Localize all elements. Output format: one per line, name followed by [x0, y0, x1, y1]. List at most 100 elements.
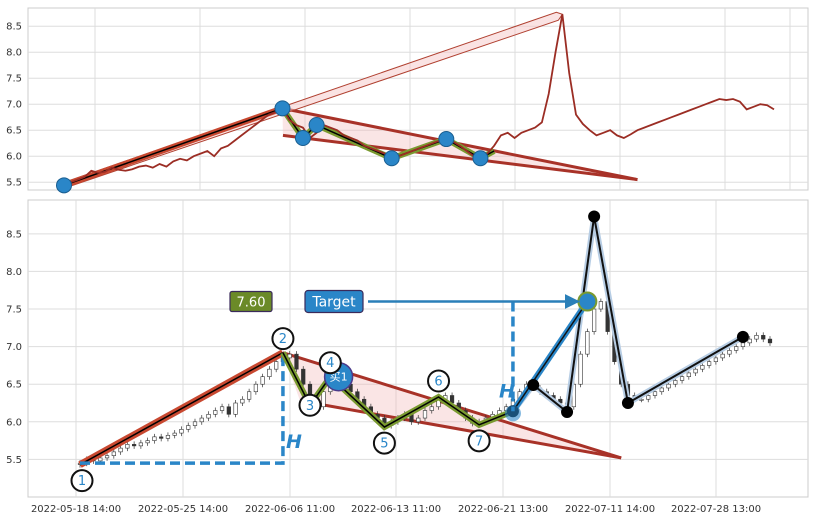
top-pattern-marker	[383, 150, 400, 167]
candle	[321, 391, 326, 408]
top-y-tick-label: 8.5	[6, 22, 22, 33]
candle	[247, 391, 252, 400]
top-y-tick-label: 8.0	[6, 48, 22, 59]
candle	[693, 368, 698, 374]
candle	[125, 444, 130, 449]
candle	[767, 338, 773, 344]
bottom-y-tick-label: 6.0	[6, 417, 22, 428]
pattern-point-label: 6	[434, 374, 442, 389]
candle	[720, 353, 725, 359]
projection-point	[588, 210, 601, 223]
candle	[118, 447, 123, 453]
projection-point	[527, 378, 540, 391]
candle	[747, 338, 752, 344]
candle	[659, 387, 664, 393]
pattern-point-marker	[467, 429, 491, 453]
candle	[98, 457, 103, 462]
candle	[585, 331, 590, 355]
top-plot-area	[27, 7, 809, 191]
top-pattern-marker	[56, 177, 72, 194]
candle	[713, 357, 718, 362]
projection-point	[621, 397, 634, 410]
candle	[260, 376, 265, 385]
top-pattern-marker	[308, 117, 325, 133]
pattern-point-label: 5	[380, 437, 388, 452]
pattern-point-marker	[427, 369, 451, 393]
top-price-line	[63, 14, 775, 187]
pattern-point-label: 7	[475, 434, 483, 449]
bottom-x-tick-label: 2022-06-13 11:00	[351, 504, 441, 515]
bottom-x-tick-label: 2022-05-25 14:00	[138, 504, 228, 515]
candle	[226, 406, 231, 415]
candle	[192, 421, 198, 426]
top-panel: 5.5 6.0 6.5 7.0 7.5 8.0 8.5	[6, 7, 809, 194]
candle	[186, 425, 191, 430]
candle	[145, 440, 150, 444]
bottom-y-tick-label: 5.5	[6, 455, 22, 466]
pattern-point-marker	[372, 431, 396, 455]
candle	[416, 417, 421, 423]
pattern-point-marker	[298, 393, 322, 417]
top-y-tick-label: 6.0	[6, 152, 22, 163]
candle	[754, 335, 759, 340]
candle	[740, 342, 746, 347]
buy-marker-label: 买1	[330, 371, 348, 384]
candle	[761, 335, 766, 340]
candle	[727, 350, 732, 355]
height-label-left: H	[286, 431, 302, 453]
target-box-label: Target	[311, 295, 356, 311]
candle	[301, 368, 306, 385]
candle	[267, 368, 272, 377]
candle	[734, 346, 739, 351]
top-y-tick-label: 7.0	[6, 100, 22, 111]
price-box-label: 7.60	[237, 296, 266, 311]
projection-point	[561, 406, 574, 419]
top-y-tick-label: 6.5	[6, 126, 22, 137]
top-pattern-marker	[438, 131, 455, 148]
bottom-y-tick-label: 8.0	[6, 267, 22, 278]
candle	[159, 436, 164, 439]
candle	[138, 442, 143, 447]
pattern-point-label: 3	[306, 399, 314, 414]
bottom-y-tick-label: 7.0	[6, 342, 22, 353]
top-lower-trendline	[282, 133, 638, 182]
breakout-point	[504, 405, 521, 422]
candle	[666, 383, 671, 389]
pattern-point-label: 4	[326, 356, 334, 371]
candle	[700, 365, 705, 370]
candle	[219, 406, 225, 411]
bottom-x-tick-label: 2022-05-18 14:00	[31, 504, 121, 515]
top-pattern-marker	[274, 100, 291, 117]
candle	[429, 406, 434, 411]
candle	[132, 444, 137, 447]
candle	[179, 429, 184, 434]
top-y-tick-label: 7.5	[6, 74, 22, 85]
bottom-y-tick-label: 6.5	[6, 380, 22, 391]
bottom-x-tick-label: 2022-06-06 11:00	[245, 504, 335, 515]
pattern-point-label: 2	[279, 332, 287, 347]
bottom-x-tick-label: 2022-06-21 13:00	[458, 504, 548, 515]
pattern-point-marker	[271, 327, 295, 351]
price-box	[229, 290, 273, 313]
candle	[253, 383, 258, 393]
candle	[578, 353, 583, 385]
candle	[213, 410, 218, 415]
candle	[598, 301, 603, 310]
bottom-rise-leg-core	[79, 351, 284, 466]
candle	[422, 410, 428, 419]
bottom-y-tick-label: 7.5	[6, 305, 22, 316]
top-y-tick-label: 5.5	[6, 178, 22, 189]
top-pattern-marker	[294, 130, 311, 146]
candle	[172, 432, 177, 436]
candle	[707, 361, 712, 366]
height-measure-left	[80, 352, 285, 465]
candle	[165, 435, 171, 439]
candle	[652, 391, 658, 396]
bottom-y-tick-label: 8.5	[6, 229, 22, 240]
bottom-lower-trendline	[299, 399, 622, 460]
candle	[639, 398, 644, 401]
candle	[206, 413, 211, 419]
candle	[104, 455, 110, 459]
bottom-x-tick-label: 2022-07-11 14:00	[565, 504, 655, 515]
